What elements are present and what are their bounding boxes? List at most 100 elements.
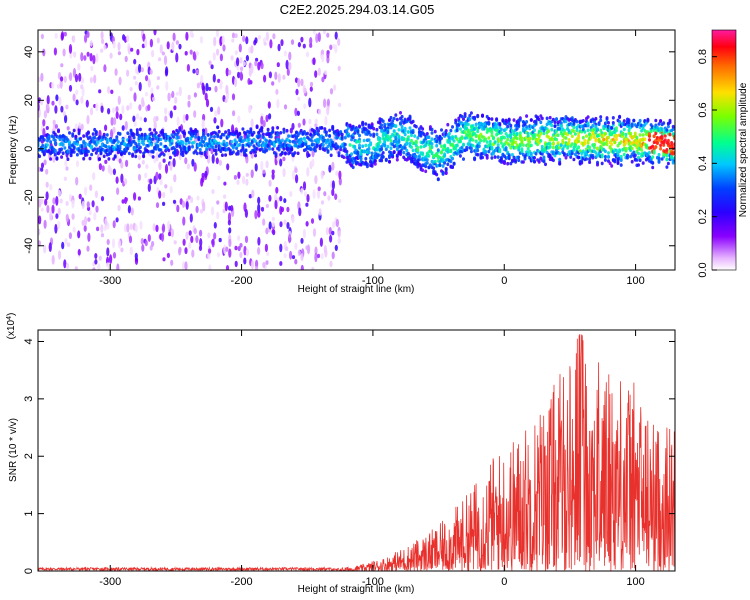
signal-point [353, 146, 357, 150]
noise-point [209, 106, 214, 112]
signal-point [637, 163, 640, 167]
signal-point [621, 131, 625, 136]
noise-point [292, 170, 296, 180]
noise-point [84, 216, 88, 226]
signal-point [632, 118, 636, 123]
signal-point [105, 140, 109, 144]
signal-point [397, 134, 401, 139]
signal-point [659, 143, 663, 148]
signal-point [637, 151, 640, 156]
noise-point [213, 222, 217, 229]
noise-point [80, 77, 85, 84]
noise-point [86, 245, 90, 252]
signal-point [410, 145, 413, 149]
signal-point [388, 118, 391, 123]
signal-point [608, 129, 612, 134]
signal-point [622, 119, 626, 123]
signal-point [416, 148, 420, 152]
signal-point [271, 147, 275, 151]
signal-point [520, 149, 524, 153]
signal-point [671, 146, 675, 150]
signal-point [93, 147, 97, 151]
noise-point [320, 170, 324, 180]
signal-point [469, 111, 473, 115]
signal-point [358, 133, 361, 138]
noise-point [265, 114, 269, 123]
signal-point [61, 151, 65, 155]
signal-point [243, 138, 246, 142]
noise-point [160, 232, 165, 242]
signal-point [462, 157, 465, 161]
signal-point [395, 147, 399, 151]
signal-point [603, 158, 607, 162]
signal-point [388, 159, 391, 164]
signal-point [539, 132, 543, 136]
noise-point [40, 72, 44, 82]
signal-point [115, 137, 119, 142]
signal-point [573, 142, 577, 147]
signal-point [517, 158, 521, 163]
signal-point [654, 131, 658, 136]
signal-point [191, 144, 194, 149]
signal-point [506, 124, 510, 129]
noise-point [328, 164, 332, 173]
noise-point [95, 102, 99, 112]
noise-point [120, 161, 124, 169]
signal-point [369, 142, 373, 147]
noise-point [237, 245, 241, 252]
noise-point [305, 221, 309, 227]
noise-point [266, 252, 270, 256]
signal-point [224, 130, 228, 134]
signal-point [564, 136, 568, 140]
signal-point [487, 117, 491, 121]
signal-point [575, 119, 579, 124]
noise-point [250, 45, 254, 54]
signal-point [627, 128, 631, 132]
signal-point [310, 139, 314, 143]
noise-point [312, 228, 317, 237]
noise-point [254, 37, 258, 44]
noise-point [265, 227, 269, 235]
spectrogram-heatmap [38, 30, 675, 270]
noise-point [152, 223, 156, 232]
noise-point [59, 198, 63, 204]
signal-point [474, 134, 478, 139]
noise-point [138, 104, 142, 111]
spectrogram-xlabel: Height of straight line (km) [298, 284, 415, 295]
signal-point [235, 129, 239, 134]
signal-point [476, 114, 480, 119]
signal-point [646, 117, 650, 122]
noise-point [116, 187, 120, 195]
signal-point [651, 165, 655, 170]
noise-point [110, 117, 114, 126]
signal-point [427, 135, 431, 139]
noise-point [124, 178, 128, 185]
noise-point [228, 248, 232, 258]
signal-point [451, 156, 454, 161]
signal-point [507, 156, 511, 160]
signal-point [460, 145, 464, 150]
noise-point [196, 195, 200, 201]
signal-point [337, 153, 341, 158]
signal-point [577, 155, 581, 160]
signal-point [391, 153, 395, 157]
signal-point [389, 115, 393, 120]
signal-point [260, 147, 264, 151]
signal-point [481, 155, 484, 160]
noise-point [291, 255, 296, 260]
signal-point [525, 120, 529, 124]
noise-point [331, 221, 336, 229]
noise-point [155, 171, 159, 181]
noise-point [112, 126, 116, 134]
noise-point [68, 194, 73, 202]
signal-point [548, 142, 552, 146]
noise-point [188, 230, 192, 236]
signal-point [540, 152, 544, 156]
noise-point [75, 99, 79, 106]
signal-point [630, 146, 634, 151]
noise-point [237, 115, 241, 123]
signal-point [372, 126, 376, 131]
noise-point [208, 86, 212, 91]
noise-point [279, 195, 283, 202]
signal-point [460, 114, 464, 119]
